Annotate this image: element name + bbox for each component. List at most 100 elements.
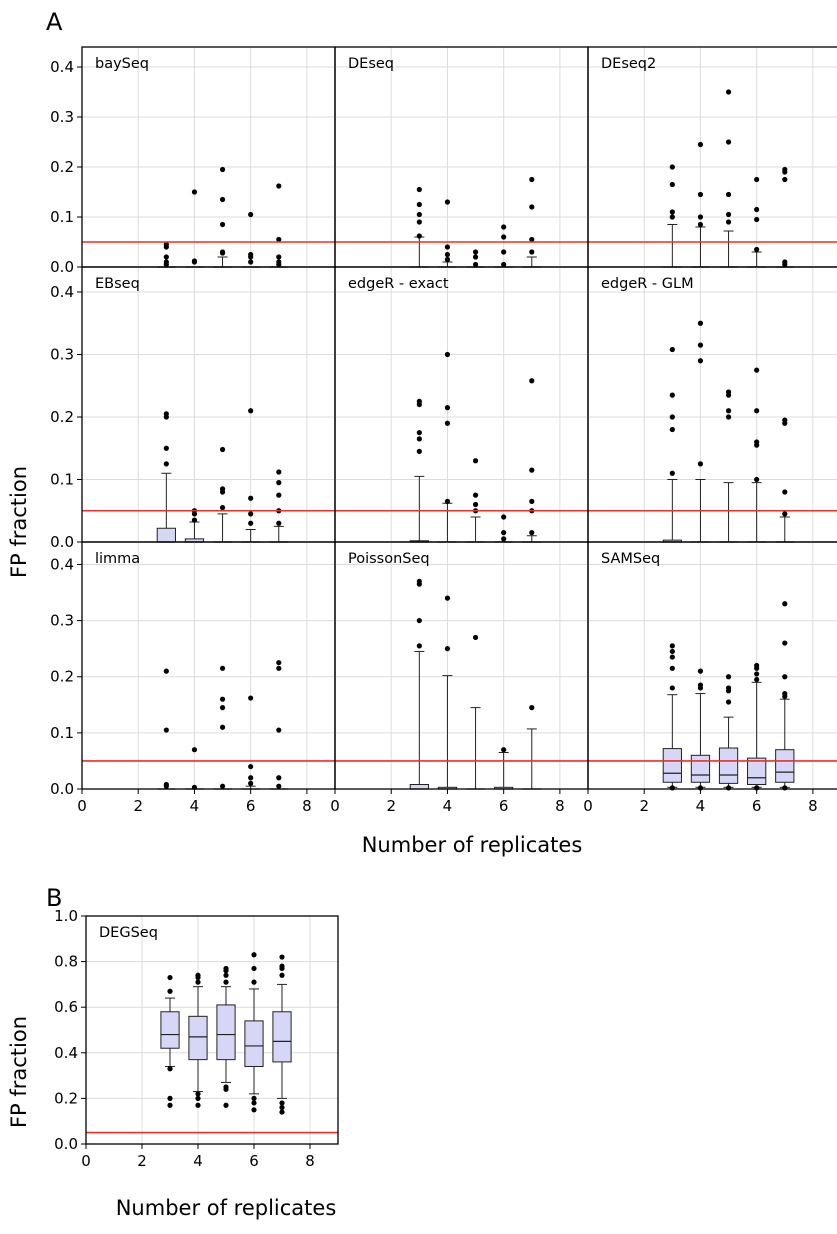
edger-exact-box-2-outlier-1 xyxy=(472,501,479,508)
ebseq-box-0-outlier-1 xyxy=(163,445,169,451)
edger-exact-box-4-outlier-4 xyxy=(529,378,535,384)
degseq-box-2-outlier-6 xyxy=(223,965,229,972)
deseq-box-4-outlier-3 xyxy=(529,176,535,183)
edger-exact-frame xyxy=(334,266,589,543)
bayseq-ytick-label-1: 0.1 xyxy=(50,208,74,226)
limma-box-1-outlier-1 xyxy=(191,747,198,753)
panel-b-y-axis-title: FP fraction xyxy=(7,1016,31,1128)
degseq-xtick-label-0: 0 xyxy=(81,1152,91,1170)
deseq2-box-4-outlier-1 xyxy=(782,259,788,265)
deseq-box-0-outlier-1 xyxy=(416,219,422,225)
degseq-box-3-outlier-4 xyxy=(251,965,257,972)
degseq-box-0-outlier-4 xyxy=(167,974,173,981)
degseq-box-0-outlier-1 xyxy=(167,1095,173,1101)
edger-exact-box-1-outlier-1 xyxy=(444,420,451,426)
limma-ytick-label-2: 0.2 xyxy=(50,668,74,686)
bayseq-box-0-outlier-4 xyxy=(163,241,169,248)
limma-frame xyxy=(81,541,336,790)
edger-exact-box-4-outlier-0 xyxy=(529,530,535,536)
edger-exact-box-3-outlier-1 xyxy=(501,530,507,536)
degseq-box-2-iqr xyxy=(216,1004,236,1061)
degseq-box-2-outlier-3 xyxy=(223,979,229,985)
poissonseq-xtick-label-4: 8 xyxy=(555,797,565,815)
samseq-xtick-label-0: 0 xyxy=(583,797,593,815)
degseq-box-3-outlier-0 xyxy=(251,1107,257,1113)
limma-box-2-outlier-4 xyxy=(219,665,226,671)
deseq-box-2-outlier-1 xyxy=(472,254,479,260)
samseq-box-4-outlier-5 xyxy=(782,601,788,607)
deseq2-box-1-outlier-2 xyxy=(697,191,704,198)
panel-label-b: B xyxy=(46,884,62,912)
edger-glm-box-3-outlier-0 xyxy=(754,476,760,483)
samseq-xtick-label-1: 2 xyxy=(639,797,649,815)
edger-glm-box-3-outlier-3 xyxy=(754,408,760,414)
limma-xtick-label-1: 2 xyxy=(133,797,143,815)
degseq-box-0-outlier-0 xyxy=(167,1102,173,1108)
bayseq-box-3-outlier-0 xyxy=(248,259,254,265)
samseq-box-4-iqr xyxy=(775,749,795,783)
edger-glm-box-3-outlier-4 xyxy=(754,367,760,373)
ebseq-frame xyxy=(81,266,336,543)
degseq-ytick-label-5: 1.0 xyxy=(54,907,78,925)
deseq2-frame xyxy=(587,46,837,268)
poissonseq-box-0-iqr xyxy=(409,784,429,790)
edger-glm-box-4-outlier-0 xyxy=(782,511,788,517)
samseq-box-0-iqr xyxy=(662,748,682,783)
degseq-ytick-label-3: 0.6 xyxy=(54,998,78,1016)
bayseq-box-3-outlier-3 xyxy=(248,211,254,218)
deseq2-box-4-outlier-4 xyxy=(782,166,788,173)
edger-exact-box-2-outlier-3 xyxy=(472,458,479,464)
deseq-box-2-outlier-0 xyxy=(472,261,479,268)
limma-box-3-outlier-1 xyxy=(248,775,254,781)
limma-xtick-label-3: 6 xyxy=(246,797,256,815)
limma-facet-title: limma xyxy=(95,551,140,567)
ebseq-box-0-iqr xyxy=(156,527,176,543)
ebseq-ytick-label-3: 0.3 xyxy=(50,346,74,364)
deseq2-box-3-outlier-1 xyxy=(754,216,760,223)
samseq-box-0-outlier-3 xyxy=(669,654,675,660)
samseq-box-1-outlier-2 xyxy=(697,682,704,688)
edger-exact-box-3-outlier-2 xyxy=(501,514,507,520)
degseq-ytick-label-1: 0.2 xyxy=(54,1089,78,1107)
poissonseq-facet-title: PoissonSeq xyxy=(348,551,430,567)
limma-box-4-outlier-3 xyxy=(276,665,282,671)
bayseq-box-2-outlier-2 xyxy=(219,221,226,228)
degseq-box-4-outlier-6 xyxy=(279,954,285,960)
degseq-box-1-outlier-3 xyxy=(195,979,201,985)
ebseq-box-4-outlier-2 xyxy=(276,492,282,498)
limma-box-3-outlier-3 xyxy=(248,695,254,701)
edger-glm-box-2-outlier-0 xyxy=(725,414,732,420)
deseq2-box-1-outlier-0 xyxy=(697,221,704,228)
deseq-box-3-outlier-1 xyxy=(501,249,507,255)
deseq-box-0-outlier-3 xyxy=(416,201,422,208)
limma-box-4-outlier-2 xyxy=(276,727,282,733)
deseq2-facet-title: DEseq2 xyxy=(601,56,656,72)
degseq-ytick-label-0: 0.0 xyxy=(54,1135,78,1153)
edger-glm-box-1-outlier-0 xyxy=(697,461,704,467)
ebseq-box-4-outlier-0 xyxy=(276,520,282,526)
bayseq-box-4-outlier-4 xyxy=(276,183,282,189)
ebseq-box-3-outlier-1 xyxy=(248,511,254,517)
edger-exact-box-0-outlier-2 xyxy=(416,430,422,436)
samseq-box-4-outlier-3 xyxy=(782,674,788,680)
panel-a-y-axis-title: FP fraction xyxy=(7,466,31,578)
edger-glm-box-0-outlier-3 xyxy=(669,392,675,398)
deseq2-box-0-outlier-0 xyxy=(669,214,675,220)
limma-box-0-outlier-3 xyxy=(163,668,169,674)
bayseq-ytick-label-2: 0.2 xyxy=(50,158,74,176)
degseq-box-0-outlier-2 xyxy=(167,1066,173,1072)
limma-box-2-outlier-0 xyxy=(219,783,226,789)
bayseq-frame xyxy=(81,46,336,268)
deseq-box-1-outlier-0 xyxy=(444,256,451,263)
deseq2-box-2-outlier-0 xyxy=(725,219,732,225)
bayseq-ytick-label-3: 0.3 xyxy=(50,108,74,126)
limma-xtick-label-4: 8 xyxy=(302,797,312,815)
samseq-box-2-outlier-1 xyxy=(725,699,732,705)
ebseq-ytick-label-0: 0.0 xyxy=(50,533,74,551)
poissonseq-box-2-outlier-0 xyxy=(472,634,479,641)
degseq-box-3-outlier-1 xyxy=(251,1100,257,1106)
degseq-box-4-outlier-5 xyxy=(279,963,285,969)
limma-box-0-outlier-2 xyxy=(163,727,169,733)
samseq-box-4-outlier-0 xyxy=(782,785,788,791)
samseq-box-2-outlier-0 xyxy=(725,785,732,791)
